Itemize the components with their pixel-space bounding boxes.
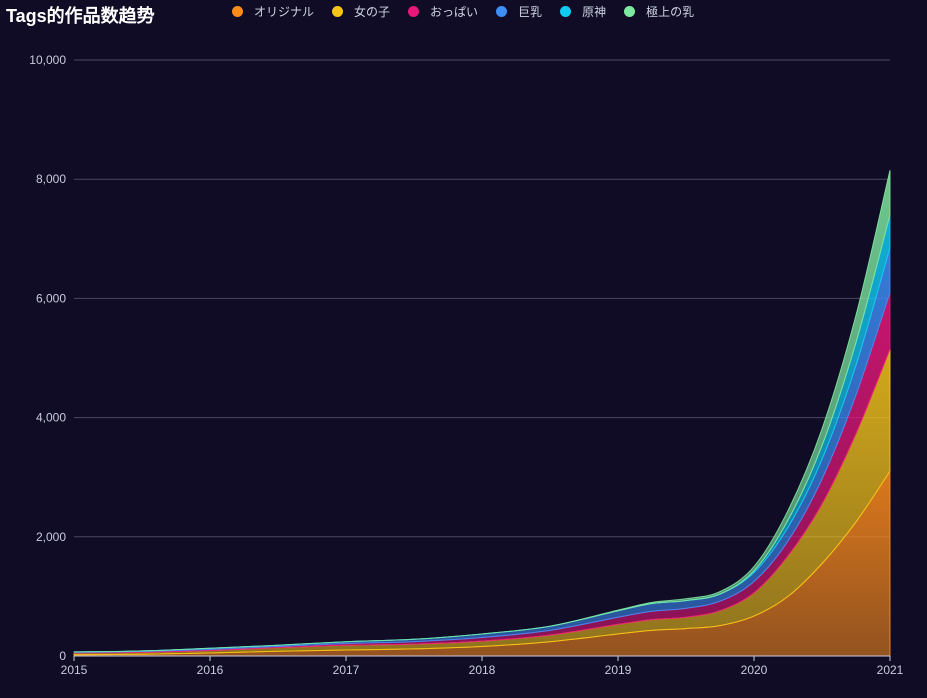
legend-marker-icon xyxy=(496,6,508,17)
legend-marker-icon xyxy=(560,6,572,17)
legend-label: 女の子 xyxy=(354,5,391,19)
legend-marker-icon xyxy=(408,6,420,17)
series-area[interactable] xyxy=(73,170,891,653)
legend-item[interactable]: オリジナル xyxy=(232,3,314,20)
y-tick-label: 10,000 xyxy=(29,53,66,67)
y-tick-label: 2,000 xyxy=(36,530,66,544)
legend-item[interactable]: おっぱい xyxy=(408,3,478,20)
legend-marker-icon xyxy=(332,6,344,17)
chart-title: Tags的作品数趋势 xyxy=(6,6,155,26)
legend-item[interactable]: 巨乳 xyxy=(496,3,542,20)
x-tick-label: 2021 xyxy=(877,663,904,677)
legend-marker-icon xyxy=(232,6,243,17)
x-tick-label: 2016 xyxy=(197,663,224,677)
legend-label: おっぱい xyxy=(430,5,479,19)
x-tick-label: 2015 xyxy=(61,663,88,677)
x-tick-label: 2018 xyxy=(469,663,496,677)
y-tick-label: 4,000 xyxy=(36,411,66,425)
legend-label: 原神 xyxy=(582,5,607,19)
legend-label: 巨乳 xyxy=(518,5,543,19)
y-tick-label: 0 xyxy=(59,649,66,663)
legend-item[interactable]: 女の子 xyxy=(332,3,390,20)
y-tick-label: 6,000 xyxy=(36,291,66,305)
x-tick-label: 2017 xyxy=(333,663,360,677)
legend-label: オリジナル xyxy=(254,5,315,19)
legend-label: 極上の乳 xyxy=(646,5,695,19)
legend-marker-icon xyxy=(624,6,636,17)
legend-item[interactable]: 極上の乳 xyxy=(624,3,694,20)
chart-legend: オリジナル 女の子 おっぱい 巨乳 原神 極上の乳 xyxy=(232,3,712,20)
x-tick-label: 2020 xyxy=(741,663,768,677)
x-tick-label: 2019 xyxy=(605,663,632,677)
y-tick-label: 8,000 xyxy=(36,172,66,186)
series-area[interactable] xyxy=(73,348,891,656)
legend-item[interactable]: 原神 xyxy=(560,3,606,20)
